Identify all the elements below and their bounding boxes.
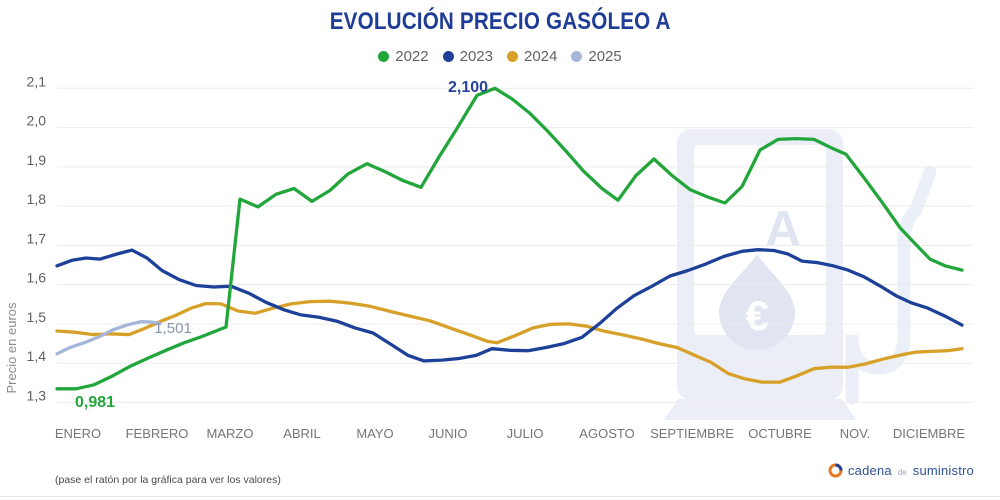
y-tick-label-1,6: 1,6 — [27, 270, 47, 286]
brand-logo[interactable]: cadena de suministro — [828, 463, 974, 478]
legend-item-2025[interactable]: 2025 — [571, 48, 622, 65]
y-tick-label-1,5: 1,5 — [27, 309, 47, 325]
y-tick-label-2,1: 2,1 — [27, 73, 47, 89]
legend-label-2022: 2022 — [395, 48, 429, 65]
x-tick-label-junio: JUNIO — [429, 426, 468, 441]
y-tick-label-1,9: 1,9 — [27, 152, 47, 168]
x-tick-label-nov: NOV. — [840, 426, 871, 441]
annotation-2-100: 2,100 — [448, 79, 488, 96]
legend-label-2024: 2024 — [524, 48, 558, 65]
legend-label-2025: 2025 — [588, 48, 622, 65]
series-line-2022[interactable] — [55, 86, 964, 391]
x-tick-label-octubre: OCTUBRE — [748, 426, 812, 441]
brand-circle-icon — [828, 463, 843, 478]
series-line-2023[interactable] — [55, 248, 964, 363]
page-bottom-divider — [0, 496, 1000, 497]
y-tick-label-1,8: 1,8 — [27, 191, 47, 207]
brand-word-cadena: cadena — [847, 463, 892, 478]
x-tick-label-agosto: AGOSTO — [579, 426, 634, 441]
annotation-0-981: 0,981 — [75, 394, 115, 411]
legend-label-2023: 2023 — [459, 48, 493, 65]
legend-item-2023[interactable]: 2023 — [442, 48, 493, 65]
x-tick-label-enero: ENERO — [55, 426, 101, 441]
legend-dot-2023 — [442, 51, 454, 62]
x-tick-label-marzo: MARZO — [207, 426, 254, 441]
pump-hose — [845, 165, 937, 405]
hover-hint-note: (pase el ratón por la gráfica para ver l… — [55, 474, 281, 486]
series-line-2025[interactable] — [55, 319, 162, 356]
x-tick-label-mayo: MAYO — [356, 426, 393, 441]
x-tick-label-abril: ABRIL — [283, 426, 321, 441]
pump-letter-a: A — [765, 201, 801, 257]
euro-symbol: € — [745, 292, 768, 339]
x-tick-label-febrero: FEBRERO — [126, 426, 189, 441]
brand-word-suministro: suministro — [912, 463, 974, 478]
y-tick-label-1,7: 1,7 — [27, 230, 47, 246]
y-tick-label-1,3: 1,3 — [27, 388, 47, 404]
chart-legend: 2022 2023 2024 2025 — [0, 48, 1000, 65]
x-tick-label-diciembre: DICIEMBRE — [893, 426, 966, 441]
y-tick-label-2,0: 2,0 — [27, 113, 47, 129]
series-line-2024[interactable] — [55, 299, 964, 384]
pump-screen — [694, 145, 826, 335]
fuel-pump-watermark: A € — [664, 129, 937, 420]
pump-base — [664, 399, 856, 420]
fuel-drop-icon — [719, 254, 795, 350]
annotation-1-501: 1,501 — [154, 320, 192, 337]
legend-dot-2024 — [507, 51, 518, 62]
brand-word-de: de — [897, 467, 907, 477]
x-tick-label-septiembre: SEPTIEMBRE — [650, 426, 734, 441]
x-tick-label-julio: JULIO — [507, 426, 544, 441]
y-tick-label-1,4: 1,4 — [27, 348, 47, 364]
legend-item-2024[interactable]: 2024 — [507, 48, 557, 65]
legend-dot-2025 — [571, 51, 583, 62]
legend-dot-2022 — [378, 51, 390, 62]
page-title: EVOLUCIÓN PRECIO GASÓLEO A — [329, 8, 671, 35]
legend-item-2022[interactable]: 2022 — [378, 48, 429, 65]
